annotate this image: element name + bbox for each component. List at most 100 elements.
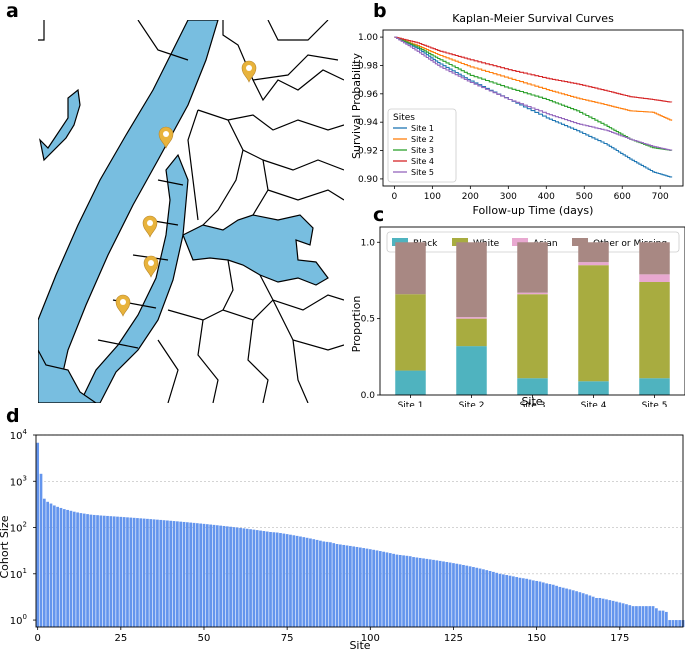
cohort-bar bbox=[432, 559, 435, 627]
cohort-bar bbox=[455, 563, 459, 627]
cohort-bar bbox=[275, 532, 279, 627]
km-series bbox=[394, 36, 673, 178]
cohort-bar bbox=[438, 560, 442, 627]
km-line-site-4 bbox=[394, 36, 673, 103]
cohort-bar bbox=[528, 579, 532, 627]
cohort-bar bbox=[129, 517, 133, 627]
cohort-bar bbox=[89, 514, 93, 627]
cohort-bar bbox=[202, 523, 206, 627]
cohort-bar bbox=[136, 518, 139, 627]
cohort-bar bbox=[535, 580, 538, 627]
cohort-bar bbox=[39, 473, 43, 627]
cohort-bar bbox=[492, 571, 495, 627]
cohort-bar bbox=[531, 580, 535, 627]
stack-xtick-label: Site 5 bbox=[642, 401, 668, 407]
cohort-bar bbox=[205, 524, 209, 627]
cohort-bar bbox=[621, 603, 625, 627]
cohort-xtick-label: 50 bbox=[198, 633, 211, 644]
map-pin-icon bbox=[142, 215, 158, 238]
cohort-bar bbox=[169, 520, 173, 627]
cohort-bar bbox=[182, 521, 186, 627]
cohort-bar bbox=[472, 567, 475, 627]
cohort-bar bbox=[661, 610, 665, 627]
cohort-bar bbox=[538, 581, 542, 627]
cohort-bar bbox=[185, 522, 189, 627]
cohort-bar bbox=[678, 620, 682, 627]
km-xtick-label: 500 bbox=[576, 192, 593, 202]
stack-bar-asian bbox=[517, 292, 548, 295]
cohort-bar bbox=[92, 514, 96, 627]
cohort-bar bbox=[59, 507, 63, 627]
cohort-bar bbox=[156, 519, 159, 627]
stack-bar-other-or-missing bbox=[578, 242, 609, 263]
stack-xtick-label: Site 4 bbox=[581, 401, 607, 407]
cohort-bar bbox=[665, 611, 668, 627]
cohort-bar bbox=[465, 565, 469, 627]
cohort-bar bbox=[645, 606, 648, 627]
stack-ytick-label: 0.5 bbox=[361, 315, 375, 325]
cohort-bar bbox=[372, 549, 376, 627]
cohort-bar bbox=[655, 608, 658, 627]
cohort-bar bbox=[541, 582, 545, 627]
km-ytick-label: 0.94 bbox=[358, 118, 378, 128]
cohort-bar bbox=[249, 529, 252, 627]
cohort-bar bbox=[388, 553, 392, 627]
stack-bar-black bbox=[517, 378, 548, 395]
km-ytick-label: 0.92 bbox=[358, 147, 378, 157]
cohort-bar bbox=[565, 588, 568, 627]
cohort-bar bbox=[601, 598, 605, 627]
cohort-bar bbox=[239, 527, 242, 627]
stack-xtick-label: Site 3 bbox=[520, 401, 546, 407]
stack-legend-swatch bbox=[392, 238, 408, 246]
cohort-bar bbox=[119, 516, 123, 627]
cohort-bar bbox=[671, 620, 675, 627]
cohort-bar bbox=[56, 506, 59, 627]
km-chart: Kaplan-Meier Survival Curves Survival Pr… bbox=[350, 12, 684, 217]
cohort-bar bbox=[342, 544, 346, 627]
cohort-bar bbox=[462, 564, 465, 627]
cohort-bar bbox=[378, 551, 382, 627]
stack-bar-white bbox=[578, 265, 609, 382]
cohort-bar bbox=[329, 542, 332, 627]
race-stacked-chart: BlackWhiteAsianOther or Missing Proporti… bbox=[350, 226, 685, 407]
stack-bar-black bbox=[639, 378, 670, 395]
km-legend-label: Site 4 bbox=[411, 157, 434, 166]
cohort-bar bbox=[505, 575, 509, 627]
cohort-bar bbox=[42, 498, 46, 627]
stack-bars bbox=[395, 242, 670, 395]
cohort-bar bbox=[485, 570, 489, 627]
cohort-bar bbox=[242, 528, 246, 627]
stack-ytick-label: 1.0 bbox=[361, 238, 376, 248]
cohort-bar bbox=[638, 606, 642, 627]
cohort-bar bbox=[292, 535, 296, 627]
cohort-bar bbox=[269, 532, 272, 627]
stack-bar-other-or-missing bbox=[395, 242, 426, 295]
cohort-xtick-label: 25 bbox=[114, 633, 127, 644]
cohort-xlabel: Site bbox=[349, 639, 370, 651]
cohort-bar bbox=[272, 532, 276, 627]
cohort-bar bbox=[551, 584, 555, 627]
cohort-bar bbox=[49, 503, 53, 627]
cohort-bar bbox=[405, 555, 409, 627]
stack-bar-white bbox=[395, 294, 426, 371]
cohort-bar bbox=[545, 583, 548, 627]
cohort-bar bbox=[96, 515, 99, 627]
map-panel bbox=[38, 20, 344, 403]
cohort-bar bbox=[365, 548, 369, 627]
cohort-bar bbox=[585, 594, 588, 627]
cohort-bar bbox=[488, 570, 492, 627]
cohort-xtick-label: 75 bbox=[281, 633, 294, 644]
cohort-bar bbox=[345, 545, 349, 627]
cohort-bar bbox=[116, 516, 119, 627]
panel-label-b: b bbox=[373, 0, 387, 22]
cohort-bar bbox=[611, 600, 615, 627]
cohort-bar bbox=[189, 522, 193, 627]
cohort-bar bbox=[458, 564, 462, 627]
cohort-bar bbox=[608, 600, 612, 627]
cohort-bar bbox=[448, 562, 452, 627]
cohort-bar bbox=[152, 519, 156, 627]
stack-bar-white bbox=[456, 318, 487, 347]
stack-legend-swatch bbox=[572, 238, 588, 246]
stack-xtick-label: Site 2 bbox=[459, 401, 485, 407]
cohort-bar bbox=[362, 548, 366, 627]
